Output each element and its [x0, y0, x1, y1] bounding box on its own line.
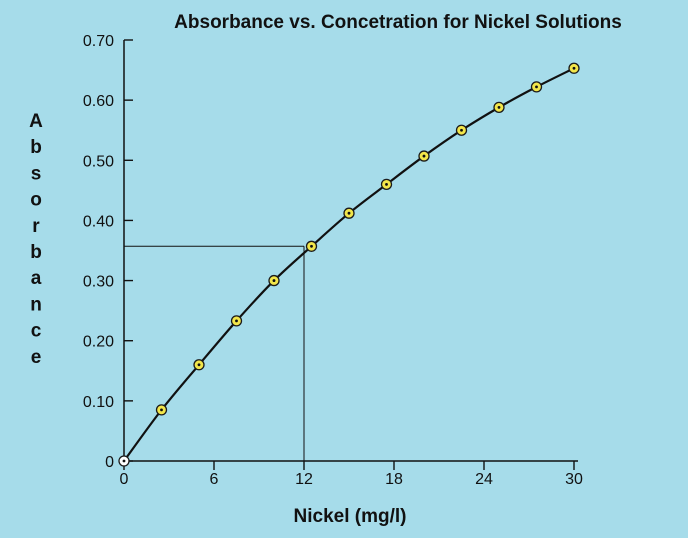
data-point-center: [497, 105, 501, 109]
reference-lines: [124, 245, 305, 461]
x-tick-label: 30: [565, 471, 583, 488]
x-tick-label: 6: [210, 471, 219, 488]
data-points: [118, 62, 580, 467]
y-axis-label-letter: s: [31, 163, 42, 184]
y-axis-label-letter: b: [30, 242, 42, 263]
chart-title: Absorbance vs. Concetration for Nickel S…: [174, 12, 622, 33]
y-axis-label-letter: n: [30, 294, 42, 315]
x-tick-label: 18: [385, 471, 403, 488]
data-point-center: [460, 128, 463, 132]
data-point-center: [310, 244, 313, 248]
y-axis-label-letter: a: [31, 268, 42, 289]
y-axis-label-letter: r: [32, 216, 40, 237]
y-tick-label: 0.50: [83, 153, 114, 170]
data-point-center: [197, 363, 201, 367]
data-point-center: [272, 279, 276, 282]
data-point-center: [385, 182, 388, 186]
y-axis-ticks: 0 0.10 0.20 0.30 0.40 0.50 0.60 0.70: [83, 33, 133, 471]
x-axis-label: Nickel (mg/l): [294, 506, 407, 527]
x-tick-label: 12: [295, 471, 313, 488]
data-point-center: [535, 85, 538, 89]
data-point-center: [572, 66, 576, 70]
y-tick-label: 0.20: [83, 334, 114, 351]
data-point-center: [160, 408, 163, 412]
x-tick-label: 0: [120, 471, 129, 488]
y-tick-label: 0.70: [83, 33, 114, 50]
data-point-center: [422, 154, 426, 158]
series-line: [123, 67, 575, 462]
data-point-center: [122, 459, 126, 463]
x-axis-ticks: 0 6 12 18 24 30: [120, 461, 583, 488]
y-tick-label: 0.40: [83, 213, 114, 230]
y-axis-label-letter: c: [31, 321, 42, 342]
y-tick-label: 0: [105, 454, 114, 471]
y-tick-label: 0.30: [83, 274, 114, 291]
y-axis-label-letter: e: [31, 347, 42, 368]
y-tick-label: 0.10: [83, 394, 114, 411]
y-tick-label: 0.60: [83, 93, 114, 110]
y-axis-label-letter: A: [29, 111, 43, 132]
data-point-center: [235, 319, 238, 323]
y-axis-label-letter: b: [30, 137, 42, 158]
y-axis-label-letter: o: [30, 190, 42, 211]
x-tick-label: 24: [475, 471, 493, 488]
y-axis-label: Absorbance: [29, 111, 43, 368]
data-point-center: [347, 211, 351, 215]
